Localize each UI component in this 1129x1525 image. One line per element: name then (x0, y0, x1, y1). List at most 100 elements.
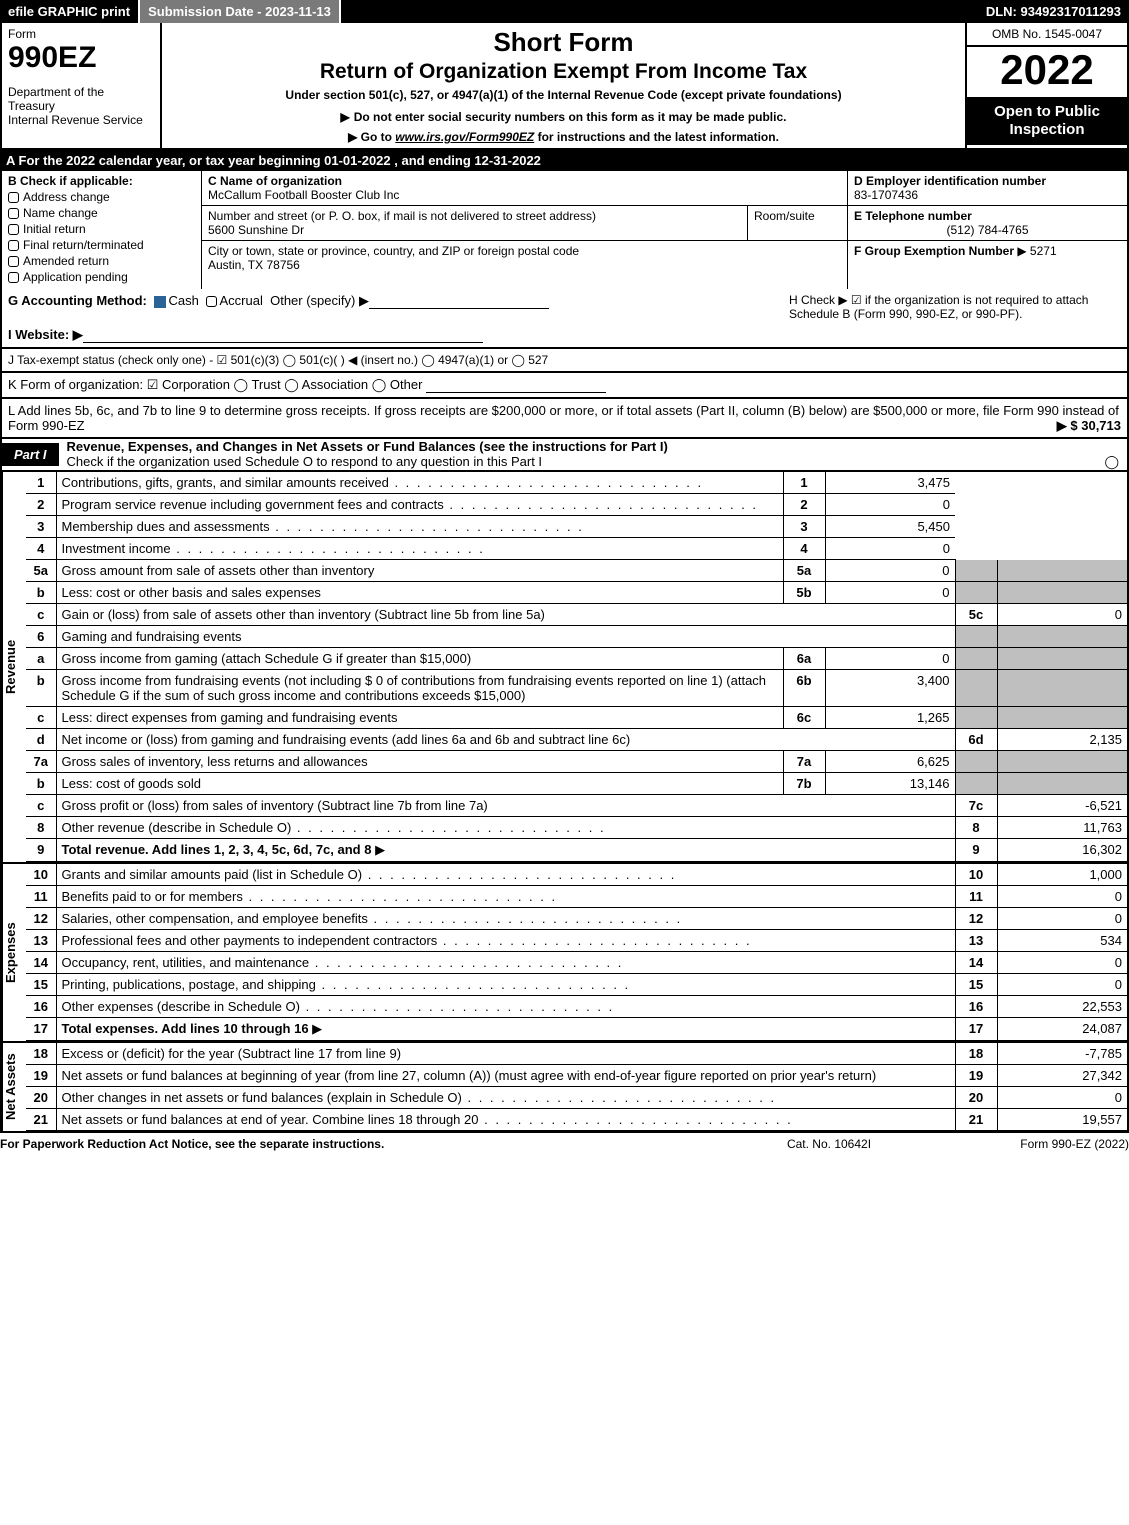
chk-name-change[interactable] (8, 208, 19, 219)
expenses-table: 10Grants and similar amounts paid (list … (26, 864, 1127, 1041)
room-label: Room/suite (747, 206, 847, 240)
line-4-amt: 0 (825, 538, 955, 560)
revenue-section: Revenue 1Contributions, gifts, grants, a… (0, 472, 1129, 864)
title-short-form: Short Form (168, 27, 959, 58)
line-11-desc: Benefits paid to or for members (56, 886, 955, 908)
note-ssn: Do not enter social security numbers on … (168, 110, 959, 124)
line-6-desc: Gaming and fundraising events (56, 626, 955, 648)
col-c: C Name of organization McCallum Football… (202, 171, 847, 289)
d-ein-label: D Employer identification number (854, 174, 1121, 188)
lbl-final-return: Final return/terminated (23, 238, 144, 252)
col-def: D Employer identification number 83-1707… (847, 171, 1127, 289)
line-6c-grey2 (997, 707, 1127, 729)
line-13-box: 13 (955, 930, 997, 952)
lbl-address-change: Address change (23, 190, 110, 204)
line-5a-grey (955, 560, 997, 582)
line-15-amt: 0 (997, 974, 1127, 996)
chk-accrual[interactable] (206, 296, 217, 307)
section-bcdef: B Check if applicable: Address change Na… (0, 171, 1129, 289)
line-3-num: 3 (26, 516, 56, 538)
ein-val: 83-1707436 (854, 188, 1121, 202)
line-6c-grey (955, 707, 997, 729)
line-21-desc: Net assets or fund balances at end of ye… (56, 1109, 955, 1131)
line-4-num: 4 (26, 538, 56, 560)
lbl-amended: Amended return (23, 254, 109, 268)
line-6c-iamt: 1,265 (825, 707, 955, 729)
line-3-box: 3 (783, 516, 825, 538)
line-6b-desc: Gross income from fundraising events (no… (56, 670, 783, 707)
h-check: H Check ▶ ☑ if the organization is not r… (781, 293, 1121, 321)
line-7b-iamt: 13,146 (825, 773, 955, 795)
line-11-box: 11 (955, 886, 997, 908)
col-b: B Check if applicable: Address change Na… (2, 171, 202, 289)
line-6c-ibox: 6c (783, 707, 825, 729)
footer-form: Form 990-EZ (2022) (929, 1137, 1129, 1151)
chk-app-pending[interactable] (8, 272, 19, 283)
line-5c-desc: Gain or (loss) from sale of assets other… (56, 604, 955, 626)
line-7b-grey (955, 773, 997, 795)
line-6d-box: 6d (955, 729, 997, 751)
line-6b-grey (955, 670, 997, 707)
line-7a-num: 7a (26, 751, 56, 773)
k-blank (426, 379, 606, 393)
line-5c-amt: 0 (997, 604, 1127, 626)
line-5a-num: 5a (26, 560, 56, 582)
l-amount: ▶ $ 30,713 (1057, 418, 1121, 434)
goto-pre: Go to (361, 130, 396, 144)
line-7a-ibox: 7a (783, 751, 825, 773)
goto-post: for instructions and the latest informat… (534, 130, 779, 144)
addr-val: 5600 Sunshine Dr (208, 223, 741, 237)
line-6a-iamt: 0 (825, 648, 955, 670)
website-blank (83, 329, 483, 343)
phone-val: (512) 784-4765 (854, 223, 1121, 237)
line-20-num: 20 (26, 1087, 56, 1109)
l-text: L Add lines 5b, 6c, and 7b to line 9 to … (8, 403, 1119, 433)
line-4-box: 4 (783, 538, 825, 560)
line-7a-iamt: 6,625 (825, 751, 955, 773)
form-number: 990EZ (8, 41, 154, 75)
lbl-name-change: Name change (23, 206, 98, 220)
omb-number: OMB No. 1545-0047 (967, 23, 1127, 47)
e-phone-label: E Telephone number (854, 209, 1121, 223)
line-j: J Tax-exempt status (check only one) - ☑… (0, 349, 1129, 373)
top-bar: efile GRAPHIC print Submission Date - 20… (0, 0, 1129, 23)
line-21-num: 21 (26, 1109, 56, 1131)
line-8-desc: Other revenue (describe in Schedule O) (56, 817, 955, 839)
line-10-num: 10 (26, 864, 56, 886)
line-5b-ibox: 5b (783, 582, 825, 604)
g-accounting: G Accounting Method: Cash Accrual Other … (8, 293, 781, 321)
line-7a-desc: Gross sales of inventory, less returns a… (56, 751, 783, 773)
line-12-box: 12 (955, 908, 997, 930)
chk-address-change[interactable] (8, 192, 19, 203)
line-5b-num: b (26, 582, 56, 604)
irs-link[interactable]: www.irs.gov/Form990EZ (395, 130, 534, 144)
chk-final-return[interactable] (8, 240, 19, 251)
header-left: Form 990EZ Department of the Treasury In… (2, 23, 162, 148)
part-1-header: Part I Revenue, Expenses, and Changes in… (0, 439, 1129, 472)
line-20-amt: 0 (997, 1087, 1127, 1109)
line-5b-iamt: 0 (825, 582, 955, 604)
footer-paperwork: For Paperwork Reduction Act Notice, see … (0, 1137, 729, 1151)
line-5b-grey2 (997, 582, 1127, 604)
part-1-tab: Part I (2, 443, 59, 466)
revenue-side-label: Revenue (2, 472, 26, 862)
chk-cash[interactable] (154, 296, 166, 308)
line-17-num: 17 (26, 1018, 56, 1041)
part-1-title: Revenue, Expenses, and Changes in Net As… (67, 439, 668, 454)
line-6b-grey2 (997, 670, 1127, 707)
line-19-amt: 27,342 (997, 1065, 1127, 1087)
line-6-grey2 (997, 626, 1127, 648)
chk-amended[interactable] (8, 256, 19, 267)
line-17-box: 17 (955, 1018, 997, 1041)
line-9-num: 9 (26, 839, 56, 862)
line-10-box: 10 (955, 864, 997, 886)
row-a-period: A For the 2022 calendar year, or tax yea… (0, 150, 1129, 171)
g-label: G Accounting Method: (8, 293, 147, 308)
line-6a-grey2 (997, 648, 1127, 670)
chk-initial-return[interactable] (8, 224, 19, 235)
part-1-checkbox[interactable]: ◯ (1104, 454, 1119, 470)
line-12-num: 12 (26, 908, 56, 930)
line-16-num: 16 (26, 996, 56, 1018)
line-12-amt: 0 (997, 908, 1127, 930)
line-15-box: 15 (955, 974, 997, 996)
